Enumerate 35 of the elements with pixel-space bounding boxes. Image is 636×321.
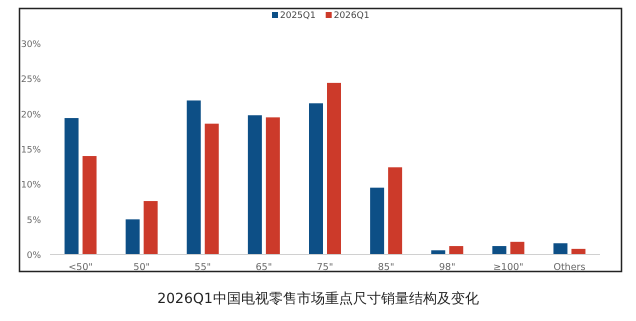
x-tick-label: 50"	[133, 262, 150, 273]
bar	[248, 115, 262, 254]
bar	[309, 103, 323, 254]
bar	[370, 188, 384, 254]
bar	[144, 201, 158, 254]
bar	[82, 156, 97, 254]
bar	[186, 100, 201, 254]
bar	[126, 219, 140, 254]
bar	[553, 243, 568, 254]
bar	[510, 242, 524, 254]
bar	[204, 124, 219, 254]
legend-label: 2026Q1	[334, 11, 370, 21]
y-tick-label: 15%	[20, 146, 42, 156]
y-tick-label: 5%	[26, 216, 42, 226]
x-tick-label: 65"	[256, 262, 272, 273]
y-tick-label: 10%	[20, 180, 42, 191]
x-tick-label: 98"	[438, 262, 456, 273]
x-tick-label: <50"	[68, 262, 93, 273]
y-tick-label: 0%	[26, 251, 42, 261]
bar	[388, 167, 402, 254]
x-tick-label: 75"	[316, 262, 334, 273]
y-tick-label: 30%	[20, 40, 42, 50]
text: 2026Q1中国电视零售市场重点尺寸销量结构及变化	[157, 291, 479, 307]
bar	[449, 246, 464, 254]
x-tick-label: Others	[553, 262, 586, 273]
bar	[327, 82, 341, 254]
x-tick-label: ≥100"	[493, 262, 524, 273]
y-tick-label: 20%	[20, 110, 42, 120]
y-tick-label: 25%	[20, 75, 42, 86]
bar	[492, 246, 506, 254]
legend-label: 2025Q1	[280, 11, 316, 21]
x-tick-label: 85"	[378, 262, 394, 273]
bar	[266, 117, 280, 254]
bar	[64, 118, 79, 254]
x-tick-label: 55"	[194, 262, 212, 273]
